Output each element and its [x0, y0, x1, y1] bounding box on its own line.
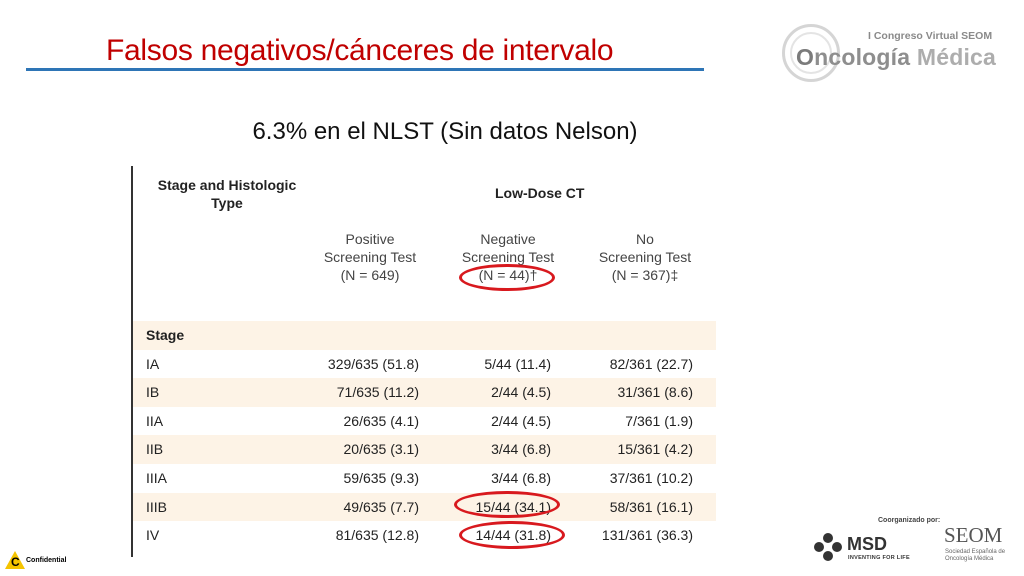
highlight-ellipse-n44	[459, 264, 555, 291]
title-underline	[26, 68, 704, 71]
header-col-line: Screening Test	[598, 249, 692, 265]
confidential-letter: C	[11, 555, 20, 569]
msd-name: MSD	[847, 534, 887, 554]
logo-ring-inner	[790, 32, 832, 74]
logo-ring-outer	[782, 24, 840, 82]
cell-no-test: 131/361 (36.3)	[601, 527, 693, 544]
table-row: IIA 26/635 (4.1) 2/44 (4.5) 7/361 (1.9)	[133, 407, 716, 436]
header-no-test: No Screening Test (N = 367)‡	[570, 230, 720, 284]
header-col-line: (N = 367)‡	[611, 267, 679, 283]
logo-oncologia: ncología	[814, 44, 911, 70]
highlight-ellipse-iv	[459, 521, 565, 549]
cell-positive: 49/635 (7.7)	[343, 498, 420, 515]
table-row: IIIB 49/635 (7.7) 15/44 (34.1) 58/361 (1…	[133, 492, 716, 522]
msd-tagline: INVENTING FOR LIFE	[848, 555, 910, 561]
slide-subtitle: 6.3% en el NLST (Sin datos Nelson)	[252, 118, 638, 145]
cell-no-test: 58/361 (16.1)	[609, 498, 693, 515]
cell-positive: 71/635 (11.2)	[336, 384, 419, 401]
cell-stage: IIIB	[146, 498, 168, 515]
cell-no-test: 15/361 (4.2)	[617, 441, 694, 458]
cell-negative: 3/44 (6.8)	[491, 441, 551, 458]
table-row: IV 81/635 (12.8) 14/44 (31.8) 131/361 (3…	[133, 521, 716, 550]
congress-logo: I Congreso Virtual SEOM Oncología Médica	[780, 22, 1010, 86]
confidential-label: Confidential	[26, 557, 67, 564]
cell-no-test: 7/361 (1.9)	[625, 412, 693, 429]
msd-emblem-icon	[814, 533, 842, 561]
cell-negative: 2/44 (4.5)	[491, 412, 551, 429]
seom-name: SEOM	[944, 523, 1003, 547]
cell-positive: 59/635 (9.3)	[343, 470, 420, 486]
msd-logo: MSD INVENTING FOR LIFE	[813, 530, 933, 564]
confidential-badge: C Confidential	[5, 551, 85, 571]
cell-negative: 2/44 (4.5)	[491, 384, 551, 401]
cell-stage: IV	[146, 527, 160, 544]
table-row: IA 329/635 (51.8) 5/44 (11.4) 82/361 (22…	[133, 350, 716, 379]
table-section-row: Stage	[133, 321, 716, 350]
table-header: Stage and Histologic Type Low-Dose CT Po…	[133, 166, 716, 321]
warning-triangle-icon	[5, 551, 25, 569]
logo-oncologia-medica: Oncología Médica	[796, 44, 996, 71]
logo-medica: Médica	[916, 44, 997, 70]
cell-no-test: 82/361 (22.7)	[609, 355, 693, 372]
cell-stage: IIA	[146, 412, 164, 429]
header-col-line: No	[636, 231, 654, 247]
header-col-line: Screening Test	[461, 249, 555, 265]
logo-congress-text: I Congreso Virtual SEOM	[868, 30, 993, 42]
highlight-ellipse-iiib	[454, 491, 560, 518]
seom-subtitle: Sociedad Española de Oncología Médica	[945, 549, 1006, 562]
cell-negative: 3/44 (6.8)	[491, 470, 551, 486]
cell-negative: 5/44 (11.4)	[484, 355, 551, 372]
header-stage-histologic: Stage and Histologic Type	[157, 177, 297, 211]
cell-stage: IIB	[146, 441, 164, 458]
header-low-dose-ct: Low-Dose CT	[495, 185, 585, 201]
stage-table: Stage and Histologic Type Low-Dose CT Po…	[131, 166, 716, 557]
header-positive-test: Positive Screening Test (N = 649)	[295, 230, 445, 284]
section-stage-label: Stage	[146, 327, 185, 343]
table-row: IIB 20/635 (3.1) 3/44 (6.8) 15/361 (4.2)	[133, 435, 716, 464]
cell-positive: 329/635 (51.8)	[327, 355, 419, 372]
header-col-line: Positive	[345, 231, 395, 247]
cell-positive: 81/635 (12.8)	[335, 527, 419, 544]
cell-stage: IIIA	[146, 470, 168, 486]
cell-no-test: 37/361 (10.2)	[609, 470, 693, 486]
coorganized-label: Coorganizado por:	[878, 517, 941, 524]
seom-logo: SEOM Sociedad Española de Oncología Médi…	[944, 523, 1022, 569]
cell-stage: IA	[146, 355, 160, 372]
header-col-line: (N = 649)	[340, 267, 400, 283]
cell-positive: 20/635 (3.1)	[343, 441, 420, 458]
cell-no-test: 31/361 (8.6)	[617, 384, 694, 401]
slide-title: Falsos negativos/cánceres de intervalo	[106, 34, 614, 67]
header-col-line: Screening Test	[323, 249, 417, 265]
table-row: IB 71/635 (11.2) 2/44 (4.5) 31/361 (8.6)	[133, 378, 716, 407]
cell-stage: IB	[146, 384, 160, 401]
table-row: IIIA 59/635 (9.3) 3/44 (6.8) 37/361 (10.…	[133, 464, 716, 493]
cell-positive: 26/635 (4.1)	[343, 412, 420, 429]
header-col-line: Negative	[480, 231, 536, 247]
logo-o-letter: O	[796, 44, 815, 70]
